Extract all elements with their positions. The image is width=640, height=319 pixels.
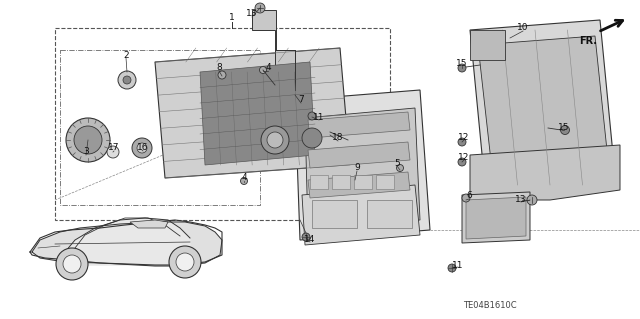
Polygon shape [65, 218, 190, 265]
Text: 10: 10 [517, 24, 529, 33]
Polygon shape [305, 108, 420, 230]
Text: 12: 12 [458, 153, 470, 162]
Polygon shape [200, 62, 315, 165]
Circle shape [176, 253, 194, 271]
Circle shape [308, 112, 316, 120]
Text: 16: 16 [137, 144, 148, 152]
Circle shape [527, 195, 537, 205]
Text: 8: 8 [216, 63, 222, 72]
Polygon shape [252, 10, 295, 90]
Text: 4: 4 [265, 63, 271, 72]
Text: 4: 4 [241, 174, 247, 182]
FancyBboxPatch shape [367, 200, 412, 228]
Text: FR.: FR. [579, 36, 597, 46]
Circle shape [448, 264, 456, 272]
Polygon shape [470, 30, 505, 60]
Polygon shape [478, 36, 608, 170]
Polygon shape [32, 222, 222, 266]
Polygon shape [470, 20, 615, 185]
Text: 11: 11 [452, 261, 464, 270]
Polygon shape [302, 185, 420, 245]
Circle shape [137, 143, 147, 153]
Circle shape [118, 71, 136, 89]
Polygon shape [308, 142, 410, 168]
Text: 18: 18 [332, 133, 344, 143]
FancyBboxPatch shape [310, 175, 328, 189]
Circle shape [261, 126, 289, 154]
Text: 6: 6 [466, 191, 472, 201]
Text: 15: 15 [456, 58, 468, 68]
Circle shape [267, 132, 283, 148]
Circle shape [63, 255, 81, 273]
Circle shape [218, 71, 226, 79]
Circle shape [458, 64, 466, 72]
Text: TE04B1610C: TE04B1610C [463, 301, 517, 310]
Circle shape [74, 126, 102, 154]
Circle shape [132, 138, 152, 158]
Circle shape [561, 125, 570, 135]
Polygon shape [130, 220, 168, 228]
FancyBboxPatch shape [312, 200, 357, 228]
Text: 3: 3 [83, 147, 89, 157]
Text: 13: 13 [515, 196, 527, 204]
FancyBboxPatch shape [354, 175, 372, 189]
Polygon shape [295, 90, 430, 240]
Text: 15: 15 [558, 123, 570, 132]
Circle shape [169, 246, 201, 278]
Circle shape [458, 158, 466, 166]
Text: 1: 1 [229, 13, 235, 23]
Circle shape [66, 118, 110, 162]
Text: 12: 12 [458, 133, 470, 143]
Circle shape [107, 146, 119, 158]
Text: 17: 17 [108, 144, 120, 152]
FancyBboxPatch shape [332, 175, 350, 189]
Circle shape [56, 248, 88, 280]
Polygon shape [462, 192, 530, 243]
Polygon shape [308, 172, 410, 198]
Circle shape [397, 165, 403, 172]
Circle shape [255, 3, 265, 13]
Text: 11: 11 [313, 114, 324, 122]
Circle shape [462, 194, 470, 202]
Circle shape [123, 76, 131, 84]
Circle shape [241, 177, 248, 184]
Circle shape [302, 128, 322, 148]
Polygon shape [470, 145, 620, 200]
Circle shape [259, 66, 266, 73]
Text: 5: 5 [394, 159, 400, 167]
Text: 7: 7 [298, 95, 304, 105]
Polygon shape [155, 48, 350, 178]
FancyBboxPatch shape [376, 175, 394, 189]
Circle shape [302, 233, 310, 241]
Text: 13: 13 [246, 10, 258, 19]
Polygon shape [466, 197, 526, 239]
Circle shape [458, 138, 466, 146]
Polygon shape [308, 112, 410, 138]
Text: 14: 14 [304, 235, 316, 244]
Text: 9: 9 [354, 164, 360, 173]
Text: 2: 2 [123, 50, 129, 60]
